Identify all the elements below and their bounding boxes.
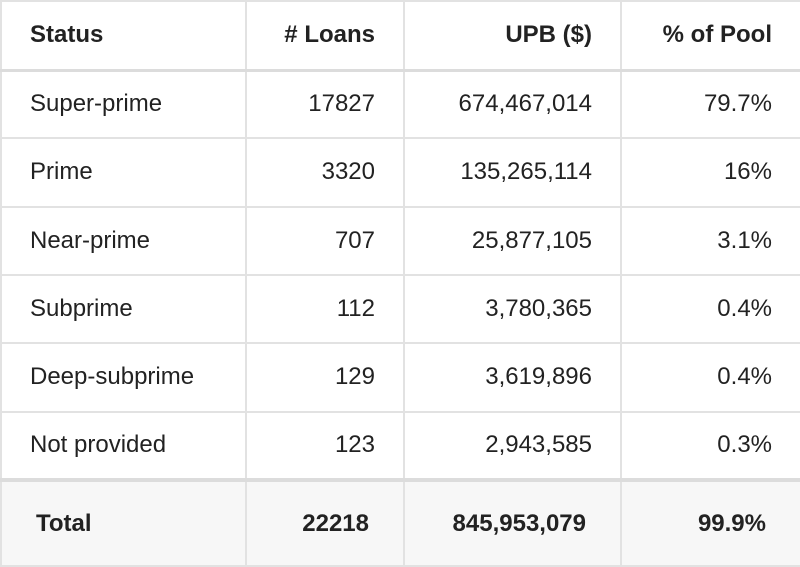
table-cell: 17827	[245, 68, 405, 140]
table-cell: 674,467,014	[403, 68, 622, 140]
table-row: Prime 3320 135,265,114 16%	[0, 137, 800, 208]
table-cell: 3.1%	[620, 205, 800, 276]
table-cell: Near-prime	[0, 205, 247, 276]
table-cell: Deep-subprime	[0, 342, 247, 413]
table-row: Subprime 112 3,780,365 0.4%	[0, 273, 800, 345]
table-cell: 112	[245, 273, 405, 345]
table-cell: 135,265,114	[403, 137, 622, 208]
table-cell: 3,780,365	[403, 273, 622, 345]
table-row: Near-prime 707 25,877,105 3.1%	[0, 205, 800, 276]
table-cell: Not provided	[0, 410, 247, 482]
header-cell: % of Pool	[620, 0, 800, 72]
header-cell: # Loans	[245, 0, 405, 72]
table-cell: Super-prime	[0, 68, 247, 140]
table-cell: 3320	[245, 137, 405, 208]
table-cell: 0.3%	[620, 410, 800, 482]
table-cell: 123	[245, 410, 405, 482]
table-row: Deep-subprime 129 3,619,896 0.4%	[0, 342, 800, 413]
table-row: Super-prime 17827 674,467,014 79.7%	[0, 68, 800, 140]
table-footer: Total 22218 845,953,079 99.9%	[0, 478, 800, 567]
header-row: Status # Loans UPB ($)% of Pool	[0, 0, 800, 72]
table-cell: 25,877,105	[403, 205, 622, 276]
table-cell: 0.4%	[620, 273, 800, 345]
table-cell: Prime	[0, 137, 247, 208]
header-cell: Status	[0, 0, 247, 72]
table-cell: 707	[245, 205, 405, 276]
table-header: Status # Loans UPB ($)% of Pool	[0, 0, 800, 72]
footer-cell: Total	[0, 478, 247, 567]
table-body: Super-prime 17827 674,467,014 79.7% Prime 332…	[0, 68, 800, 482]
footer-cell: 22218	[245, 478, 405, 567]
footer-cell: 845,953,079	[403, 478, 622, 567]
table-cell: Subprime	[0, 273, 247, 345]
table-cell: 0.4%	[620, 342, 800, 413]
table-cell: 129	[245, 342, 405, 413]
header-cell: UPB ($)	[403, 0, 622, 72]
table-cell: 16%	[620, 137, 800, 208]
table-cell: 79.7%	[620, 68, 800, 140]
footer-cell: 99.9%	[620, 478, 800, 567]
footer-row: Total 22218 845,953,079 99.9%	[0, 478, 800, 567]
table-cell: 2,943,585	[403, 410, 622, 482]
table-row: Not provided 123 2,943,585 0.3%	[0, 410, 800, 482]
table-cell: 3,619,896	[403, 342, 622, 413]
